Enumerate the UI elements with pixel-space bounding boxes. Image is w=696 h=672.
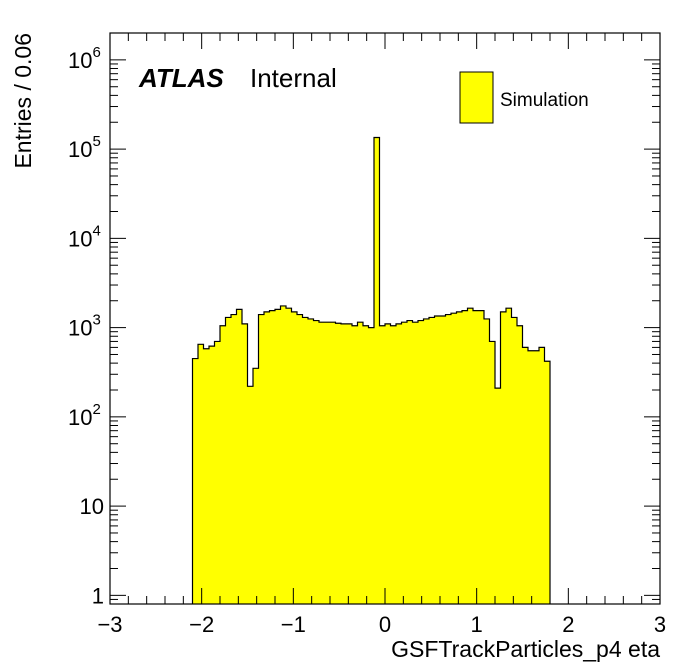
y-axis-ticks	[110, 32, 660, 600]
histogram-bin	[341, 323, 347, 604]
y-tick-label: 105	[68, 133, 101, 162]
histogram-bin	[445, 314, 452, 604]
histogram-bin	[500, 311, 507, 604]
histogram-bin	[533, 350, 540, 604]
legend-swatch-simulation	[459, 71, 494, 124]
histogram-bin	[467, 308, 474, 604]
histogram-bin	[275, 309, 281, 604]
histogram-bin	[440, 315, 446, 604]
histogram-bin	[192, 358, 199, 604]
histogram-bin	[368, 327, 375, 604]
histogram-bin	[225, 317, 232, 604]
histogram-bin	[203, 348, 210, 604]
histogram-bin	[297, 314, 303, 604]
histogram-bin	[390, 325, 397, 604]
y-tick-label: 103	[68, 312, 101, 341]
histogram-bin	[214, 341, 221, 604]
histogram-bin	[434, 315, 441, 604]
y-tick-label: 104	[68, 222, 101, 251]
histogram-bin	[407, 320, 413, 604]
y-axis-tick-labels: 1 10 102 103 104 105 106	[68, 44, 104, 608]
histogram-bin	[539, 347, 545, 604]
histogram-bin	[258, 314, 265, 604]
x-axis-label: GSFTrackParticles_p4 eta	[391, 636, 660, 662]
histogram-bin	[231, 314, 237, 604]
y-tick-label: 10	[80, 494, 104, 519]
histogram-bin	[396, 323, 402, 604]
histogram-bin	[528, 350, 534, 604]
histogram-bin	[198, 344, 204, 604]
legend-label-simulation: Simulation	[500, 90, 589, 111]
histogram-bin	[423, 318, 430, 604]
histogram-bin	[280, 305, 287, 604]
histogram-bin	[330, 322, 336, 604]
histogram-bin	[401, 322, 408, 604]
histogram-bin	[456, 311, 463, 604]
histogram-bin	[324, 322, 331, 604]
histogram-bin	[220, 325, 226, 604]
histogram-bin	[517, 325, 523, 604]
histogram-outline	[191, 136, 551, 604]
histogram-bin	[484, 318, 490, 604]
histogram-bin	[236, 309, 243, 604]
histogram-bin	[451, 313, 457, 604]
y-axis-label: Entries / 0.06	[10, 33, 36, 169]
internal-label: Internal	[250, 63, 337, 93]
histogram-bin	[511, 317, 518, 604]
x-axis-ticks	[109, 33, 661, 604]
y-tick-label: 1	[92, 583, 104, 608]
histogram-bin	[302, 317, 309, 604]
histogram-bin	[363, 325, 369, 604]
histogram-bin	[269, 310, 276, 604]
y-tick-label: 102	[68, 401, 101, 430]
y-tick-label: 106	[68, 44, 101, 73]
x-tick-label: −3	[97, 612, 122, 637]
histogram-bin	[478, 310, 485, 604]
x-axis-tick-labels: −3 −2 −1 0 1 2 3	[97, 612, 666, 637]
histogram-bin	[346, 323, 353, 604]
histogram-bin	[319, 322, 325, 604]
x-tick-label: −2	[189, 612, 214, 637]
histogram-bin	[247, 386, 254, 604]
histogram-bin	[313, 320, 320, 604]
histogram-bin	[374, 137, 380, 605]
histogram-bin	[412, 322, 419, 604]
x-tick-label: 3	[654, 612, 666, 637]
histogram-bin	[418, 320, 424, 604]
histogram-bin	[357, 322, 364, 604]
x-tick-label: 0	[379, 612, 391, 637]
histogram-bin	[253, 368, 259, 604]
x-tick-label: 1	[471, 612, 483, 637]
histogram-bin	[308, 318, 314, 604]
histogram-bin	[286, 308, 292, 604]
histogram-bin	[429, 317, 435, 604]
histogram-bin	[495, 388, 501, 604]
x-tick-label: 2	[562, 612, 574, 637]
histogram-bin	[385, 323, 391, 604]
histogram-bin	[522, 347, 529, 604]
histogram-bin	[335, 323, 342, 604]
histogram-bin	[352, 325, 358, 604]
x-tick-label: −1	[281, 612, 306, 637]
histogram-bars	[192, 137, 551, 605]
histogram-bin	[264, 311, 270, 604]
histogram-bin	[473, 310, 479, 604]
histogram-bin	[544, 361, 551, 604]
histogram-bin	[379, 325, 386, 604]
histogram-bin	[209, 346, 215, 604]
atlas-label: ATLAS	[138, 63, 224, 93]
histogram-bin	[291, 311, 298, 604]
histogram-bin	[506, 308, 512, 604]
histogram-bin	[242, 323, 248, 604]
histogram-bin	[489, 341, 496, 604]
histogram-bin	[462, 310, 468, 604]
